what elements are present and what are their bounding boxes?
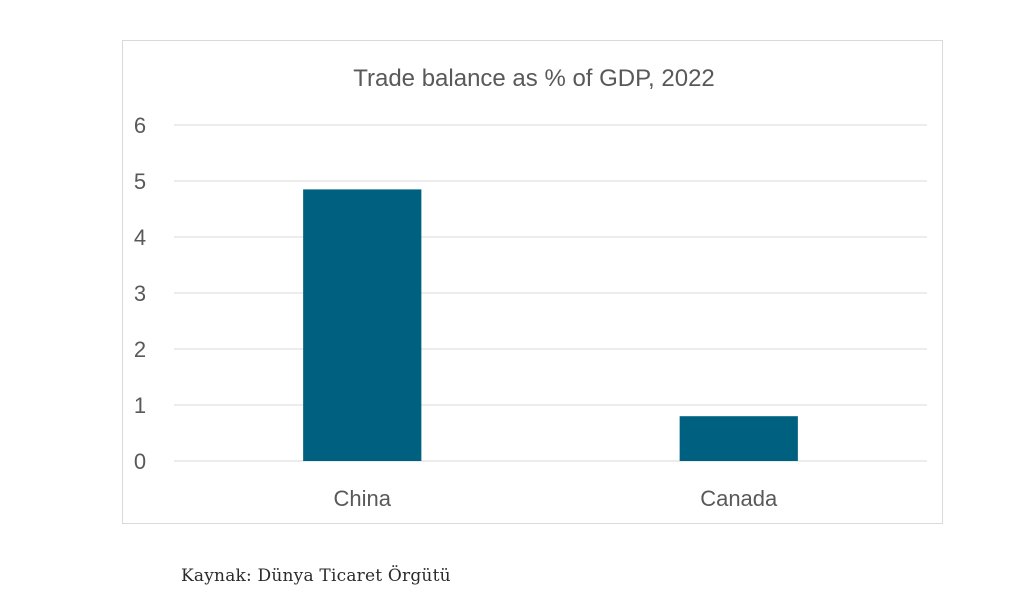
bar-canada: [679, 416, 798, 461]
bars: [303, 189, 798, 461]
bar-chart: Trade balance as % of GDP, 2022 0123456 …: [134, 65, 927, 511]
source-note: Kaynak: Dünya Ticaret Örgütü: [181, 566, 451, 586]
y-tick-label: 4: [134, 225, 146, 250]
chart-title: Trade balance as % of GDP, 2022: [353, 65, 715, 92]
x-axis-tick-labels: China Canada: [334, 486, 779, 511]
bar-china: [303, 189, 422, 461]
y-tick-label: 3: [134, 281, 146, 306]
x-tick-label: Canada: [700, 486, 778, 511]
y-tick-label: 5: [134, 169, 146, 194]
y-axis-tick-labels: 0 1 2 3 4 5 6: [134, 113, 146, 474]
y-tick-label: 2: [134, 337, 146, 362]
x-tick-label: China: [334, 486, 392, 511]
y-tick-label: 6: [134, 113, 146, 138]
y-tick-label: 0: [134, 449, 146, 474]
y-tick-label: 1: [134, 393, 146, 418]
gridlines: [174, 124, 927, 462]
